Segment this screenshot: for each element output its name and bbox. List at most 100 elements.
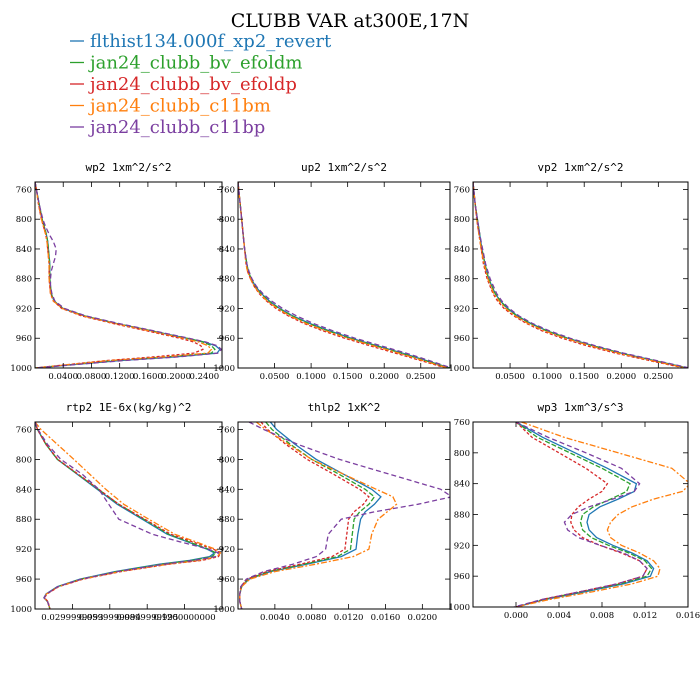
series-line-1 (473, 182, 688, 368)
y-tick-label: 760 (454, 185, 470, 195)
panel-frame (472, 421, 689, 608)
legend-label: flthist134.000f_xp2_revert (90, 31, 332, 52)
panel-title: thlp2 1xK^2 (308, 401, 381, 414)
x-tick-label: 0.1000 (296, 372, 326, 382)
x-tick-label: 0.0299999993 (41, 613, 103, 623)
series-line-5 (35, 182, 222, 368)
y-tick-label: 840 (454, 245, 470, 255)
legend-label: jan24_clubb_c11bp (88, 117, 265, 138)
series-line-1 (35, 422, 216, 609)
series-line-2 (515, 422, 653, 607)
panel-frame (237, 421, 451, 610)
series-line-3 (515, 422, 648, 607)
x-tick-label: 0.0160 (371, 613, 401, 623)
y-tick-label: 800 (16, 215, 32, 225)
panel-title: up2 1xm^2/s^2 (301, 161, 387, 174)
y-tick-label: 1000 (448, 364, 470, 374)
series-line-3 (239, 422, 370, 609)
panel-frame (237, 181, 451, 369)
panel: wp3 1xm^3/s^3 760 800 840 880 920 960 1000 0.000… (448, 401, 700, 621)
series-line-4 (35, 422, 222, 609)
legend-entry: jan24_clubb_bv_efoldm (70, 53, 302, 74)
series-line-3 (238, 182, 447, 368)
y-tick-label: 920 (454, 304, 470, 314)
series-line-5 (473, 182, 688, 368)
x-tick-label: 0.2000 (369, 372, 399, 382)
legend-entry: jan24_clubb_c11bp (70, 117, 265, 138)
x-tick-label: 0.1500 (333, 372, 363, 382)
y-tick-label: 880 (219, 275, 235, 285)
series-line-1 (238, 182, 450, 368)
x-tick-label: 0.0500 (260, 372, 290, 382)
x-tick-label: 0.2500 (406, 372, 436, 382)
y-tick-label: 920 (16, 545, 32, 555)
y-tick-label: 960 (454, 334, 470, 344)
y-tick-label: 1000 (213, 605, 235, 615)
y-tick-label: 960 (219, 334, 235, 344)
y-tick-label: 840 (16, 485, 32, 495)
y-tick-label: 960 (16, 334, 32, 344)
x-tick-label: 0.0080 (297, 613, 327, 623)
series-line-2 (238, 182, 450, 368)
legend-label: jan24_clubb_bv_efoldp (88, 74, 297, 95)
y-tick-label: 960 (16, 575, 32, 585)
panel: thlp2 1xK^2 760 800 840 880 920 960 1000 0.0040 0… (213, 401, 451, 623)
x-tick-label: 0.012 (633, 611, 657, 621)
y-tick-label: 760 (219, 425, 235, 435)
panel-title: vp2 1xm^2/s^2 (537, 161, 623, 174)
y-tick-label: 880 (219, 515, 235, 525)
series-line-2 (35, 422, 218, 609)
panel-frame (472, 181, 689, 369)
y-tick-label: 800 (454, 215, 470, 225)
series-line-3 (35, 182, 204, 368)
panel-title: rtp2 1E-6x(kg/kg)^2 (66, 401, 192, 414)
x-tick-label: 0.008 (590, 611, 614, 621)
y-tick-label: 840 (219, 245, 235, 255)
y-tick-label: 800 (219, 215, 235, 225)
legend-label: jan24_clubb_c11bm (88, 96, 271, 117)
y-tick-label: 880 (454, 511, 470, 521)
legend-entry: jan24_clubb_bv_efoldp (70, 74, 297, 95)
series-line-4 (35, 182, 213, 368)
y-tick-label: 1000 (10, 364, 32, 374)
panel: wp2 1xm^2/s^2 760 800 840 880 920 960 1000 0.040… (10, 161, 223, 382)
y-tick-label: 880 (454, 275, 470, 285)
series-line-4 (515, 422, 688, 607)
x-tick-label: 0.1200 (105, 372, 135, 382)
x-tick-label: 0.016 (676, 611, 700, 621)
x-tick-label: 0.2000 (606, 372, 636, 382)
y-tick-label: 960 (219, 575, 235, 585)
x-tick-label: 0.2400 (189, 372, 219, 382)
x-tick-label: 0.004 (547, 611, 571, 621)
x-tick-label: 0.0400 (48, 372, 78, 382)
x-tick-label: 0.0120 (334, 613, 364, 623)
panel-title: wp2 1xm^2/s^2 (85, 161, 171, 174)
x-tick-label: 0.2500 (643, 372, 673, 382)
series-line-1 (239, 422, 382, 609)
series-line-5 (239, 422, 450, 609)
x-tick-label: 0.0800 (77, 372, 107, 382)
legend-entry: jan24_clubb_c11bm (70, 96, 271, 117)
series-line-4 (239, 422, 398, 609)
y-tick-label: 1000 (213, 364, 235, 374)
legend: flthist134.000f_xp2_revertjan24_clubb_bv… (70, 31, 332, 138)
y-tick-label: 1000 (448, 603, 470, 613)
y-tick-label: 920 (454, 541, 470, 551)
x-tick-label: 0.1500 (569, 372, 599, 382)
y-tick-label: 760 (454, 418, 470, 428)
series-line-5 (238, 182, 450, 368)
legend-entry: flthist134.000f_xp2_revert (70, 31, 332, 52)
y-tick-label: 760 (16, 185, 32, 195)
y-tick-label: 800 (219, 455, 235, 465)
series-line-4 (473, 182, 686, 368)
x-tick-label: 0.1600 (133, 372, 163, 382)
x-tick-label: 0.0599999994 (79, 613, 141, 623)
panels: wp2 1xm^2/s^2 760 800 840 880 920 960 1000 0.040… (10, 161, 700, 623)
series-line-2 (35, 182, 216, 368)
series-line-5 (35, 422, 220, 609)
x-tick-label: 0.0899999995 (116, 613, 178, 623)
series-line-4 (238, 182, 448, 368)
y-tick-label: 960 (454, 572, 470, 582)
y-tick-label: 880 (16, 515, 32, 525)
